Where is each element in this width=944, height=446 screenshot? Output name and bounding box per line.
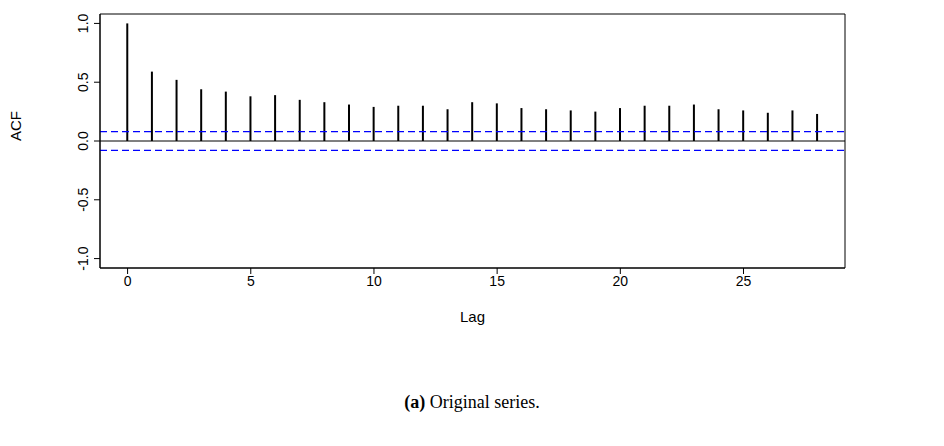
svg-text:ACF: ACF — [8, 111, 24, 141]
html-text:(a) Original series.: (a) Original series. — [404, 392, 540, 412]
svg-text:0.5: 0.5 — [75, 72, 91, 92]
svg-text:20: 20 — [613, 273, 629, 289]
svg-text:25: 25 — [736, 273, 752, 289]
svg-text:Lag: Lag — [460, 308, 485, 325]
svg-text:10: 10 — [366, 273, 382, 289]
svg-text:0.0: 0.0 — [75, 131, 91, 151]
svg-text:0: 0 — [124, 273, 132, 289]
svg-text:15: 15 — [489, 273, 505, 289]
svg-text:-1.0: -1.0 — [75, 246, 91, 270]
svg-text:-0.5: -0.5 — [75, 188, 91, 212]
svg-text:1.0: 1.0 — [75, 13, 91, 33]
svg-text:5: 5 — [247, 273, 255, 289]
